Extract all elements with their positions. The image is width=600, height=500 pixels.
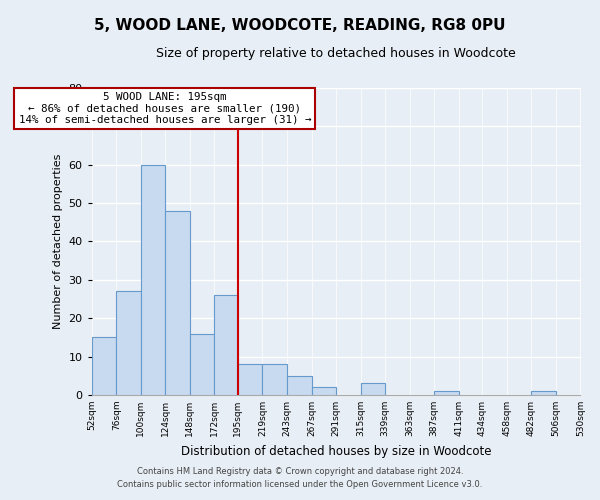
Text: 5 WOOD LANE: 195sqm
← 86% of detached houses are smaller (190)
14% of semi-detac: 5 WOOD LANE: 195sqm ← 86% of detached ho… — [19, 92, 311, 125]
Text: 5, WOOD LANE, WOODCOTE, READING, RG8 0PU: 5, WOOD LANE, WOODCOTE, READING, RG8 0PU — [94, 18, 506, 32]
Bar — [361, 384, 385, 395]
Bar — [262, 364, 287, 395]
Bar — [532, 391, 556, 395]
Title: Size of property relative to detached houses in Woodcote: Size of property relative to detached ho… — [156, 48, 516, 60]
Bar — [287, 376, 311, 395]
Bar — [190, 334, 214, 395]
Bar — [214, 295, 238, 395]
Bar — [311, 388, 336, 395]
Bar — [166, 211, 190, 395]
Bar — [141, 165, 166, 395]
Text: Contains HM Land Registry data © Crown copyright and database right 2024.
Contai: Contains HM Land Registry data © Crown c… — [118, 468, 482, 489]
X-axis label: Distribution of detached houses by size in Woodcote: Distribution of detached houses by size … — [181, 444, 491, 458]
Bar — [434, 391, 459, 395]
Y-axis label: Number of detached properties: Number of detached properties — [53, 154, 63, 329]
Bar — [92, 338, 116, 395]
Bar — [238, 364, 262, 395]
Bar — [116, 292, 141, 395]
